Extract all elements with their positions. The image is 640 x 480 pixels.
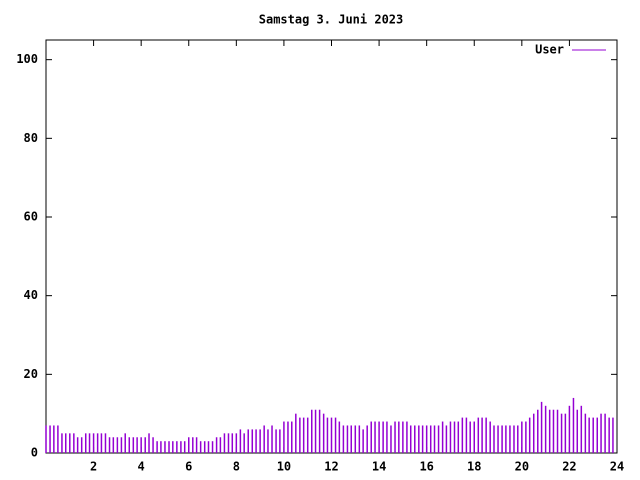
- y-tick-label: 40: [24, 288, 38, 302]
- x-tick-label: 16: [419, 460, 433, 474]
- y-tick-label: 100: [16, 52, 38, 66]
- y-tick-label: 80: [24, 131, 38, 145]
- y-tick-label: 60: [24, 210, 38, 224]
- x-tick-label: 2: [90, 460, 97, 474]
- x-tick-label: 12: [324, 460, 338, 474]
- x-tick-label: 20: [515, 460, 529, 474]
- x-tick-label: 14: [372, 460, 386, 474]
- legend-label: User: [535, 43, 564, 57]
- y-tick-label: 20: [24, 367, 38, 381]
- x-tick-label: 6: [185, 460, 192, 474]
- x-tick-label: 24: [610, 460, 624, 474]
- x-tick-label: 10: [277, 460, 291, 474]
- x-tick-label: 8: [233, 460, 240, 474]
- x-tick-label: 4: [138, 460, 145, 474]
- x-tick-label: 18: [467, 460, 481, 474]
- y-tick-label: 0: [31, 446, 38, 460]
- chart-title: Samstag 3. Juni 2023: [259, 13, 404, 27]
- x-tick-label: 22: [562, 460, 576, 474]
